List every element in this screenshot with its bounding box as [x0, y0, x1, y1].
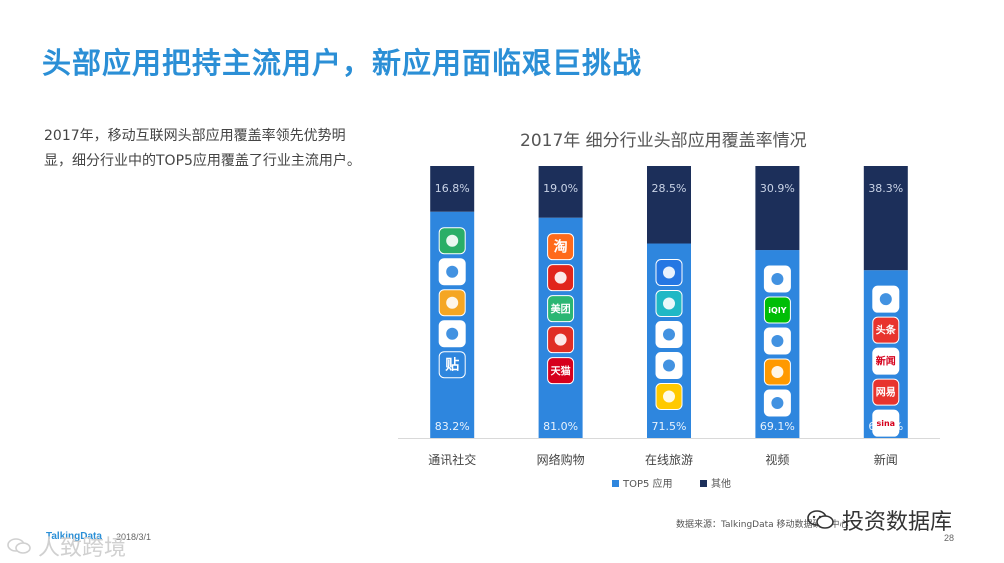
weibo-icon-glyph [446, 296, 459, 309]
wechat-watermark-icon [7, 538, 31, 554]
sina-news-icon [872, 409, 900, 437]
tmall-icon-label: 天猫 [551, 364, 571, 377]
summary-text: 2017年，移动互联网头部应用覆盖率领先优势明显，细分行业中的TOP5应用覆盖了… [44, 128, 361, 169]
ctrip-icon-glyph [663, 266, 675, 279]
sina-news-icon-label: sina [876, 419, 895, 428]
tmall-icon [547, 357, 575, 385]
wechat-icon-glyph [446, 234, 459, 247]
tencent-news-icon-glyph [879, 293, 892, 306]
footer-date: 2018/3/1 [116, 532, 152, 542]
toutiao-icon [872, 316, 900, 344]
watermark-right-text: 投资数据库 [842, 510, 953, 535]
toutiao-icon-label: 头条 [876, 324, 897, 337]
x-tick-label-2: 在线旅游 [645, 453, 693, 467]
bar-other-1 [538, 166, 583, 218]
data-label-other-2: 28.5% [652, 182, 687, 195]
momo-icon-glyph [446, 327, 459, 340]
data-label-top5-2: 71.5% [652, 420, 687, 433]
tieba-icon [438, 351, 466, 379]
pinduoduo-icon-glyph [554, 333, 567, 346]
talkingdata-logo: TalkingData [46, 531, 102, 542]
chart-title: 2017年 细分行业头部应用覆盖率情况 [520, 131, 807, 151]
x-tick-label-4: 新闻 [874, 452, 898, 467]
data-label-other-0: 16.8% [435, 182, 470, 195]
data-label-top5-1: 81.0% [543, 420, 578, 433]
x-tick-label-0: 通讯社交 [428, 452, 476, 467]
data-label-other-3: 30.9% [760, 182, 795, 195]
slide-title: 头部应用把持主流用户，新应用面临艰巨挑战 [42, 46, 643, 80]
bar-other-3 [755, 166, 800, 251]
data-label-top5-3: 69.1% [760, 420, 795, 433]
youku-icon-glyph [771, 335, 784, 348]
data-label-other-1: 19.0% [543, 182, 578, 195]
data-label-other-4: 38.3% [868, 182, 903, 195]
legend-label-1: 其他 [711, 477, 731, 490]
taobao-icon [547, 233, 575, 261]
watermark-right: 投资数据库 [806, 504, 952, 536]
iqiyi-icon [763, 296, 791, 324]
jd-icon-glyph [554, 271, 567, 284]
netease-news-icon-label: 网易 [876, 387, 896, 399]
railway-icon-glyph [663, 328, 675, 341]
taobao-icon-label: 淘 [554, 239, 568, 256]
x-tick-label-1: 网络购物 [537, 452, 585, 467]
kuaishou-icon-glyph [771, 366, 784, 379]
meituan-icon-label: 美团 [551, 302, 571, 315]
page-number: 28 [944, 533, 955, 543]
watermark-left-text: 人致跨境 [38, 536, 127, 561]
x-tick-label-3: 视频 [765, 452, 789, 467]
bar-other-0 [430, 166, 475, 212]
data-source: 数据来源：TalkingData 移动数据研究中心 [676, 520, 849, 530]
tongcheng-icon-glyph [663, 359, 675, 372]
sohu-news-icon-label: 新闻 [876, 355, 896, 368]
legend-label-0: TOP5 应用 [622, 477, 673, 490]
qq-icon-glyph [446, 265, 459, 278]
sohu-news-icon [872, 347, 900, 375]
bar-other-2 [647, 166, 691, 244]
netease-news-icon [872, 378, 900, 406]
qunar-icon-glyph [663, 297, 675, 310]
fliggy-icon-glyph [663, 390, 675, 403]
tieba-icon-label: 贴 [445, 357, 459, 374]
meituan-icon [547, 295, 575, 323]
wechat-watermark-icon [807, 510, 834, 529]
video-player-icon-glyph [771, 397, 784, 410]
bar-other-4 [863, 166, 908, 271]
data-label-top5-0: 83.2% [435, 420, 470, 433]
watermark-left: 人致跨境 [6, 530, 126, 562]
legend-swatch-0 [612, 480, 619, 487]
legend-swatch-1 [700, 480, 707, 487]
iqiyi-icon-label: iQIY [768, 306, 787, 315]
tencent-video-icon-glyph [771, 273, 784, 286]
